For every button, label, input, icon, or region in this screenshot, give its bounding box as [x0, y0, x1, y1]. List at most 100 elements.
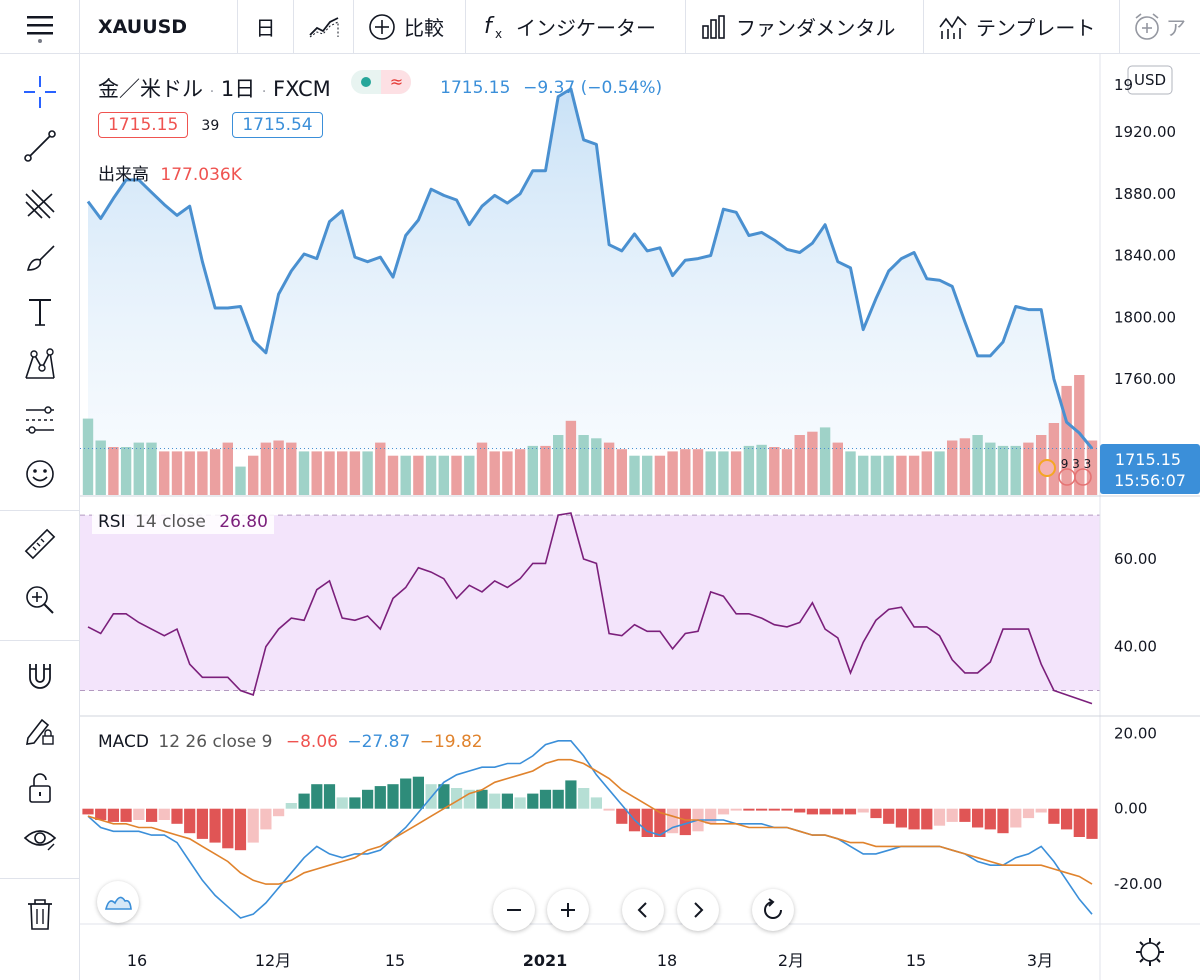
volume-bar [680, 449, 691, 495]
price-axis-partial-label: 19 [1114, 76, 1133, 94]
ruler-icon [24, 528, 56, 560]
go-to-realtime-button[interactable] [97, 881, 139, 923]
icons-tool[interactable] [14, 454, 66, 494]
volume-bar [464, 455, 475, 495]
templates-button[interactable]: テンプレート [924, 0, 1120, 53]
macd-histogram-bar [209, 808, 221, 843]
price-tick-label: 1760.00 [1114, 370, 1176, 388]
settings-button[interactable] [1136, 938, 1164, 966]
cloud-chart-icon [104, 896, 132, 910]
macd-histogram-bar [158, 808, 170, 820]
pitchfork-icon [25, 189, 55, 219]
volume-bar [413, 455, 424, 495]
magnet-tool[interactable] [14, 656, 66, 696]
plus-circle-icon [369, 13, 395, 40]
volume-bar [947, 440, 958, 495]
market-status-badge[interactable]: ≈ [351, 70, 412, 94]
alert-button[interactable]: ア [1120, 0, 1200, 53]
volume-bar [248, 455, 259, 495]
volume-bar [1048, 423, 1060, 495]
bid-ask-row: 1715.15 39 1715.54 [98, 112, 323, 138]
rsi-params: 14 close [135, 512, 206, 532]
macd-histogram-bar [565, 780, 577, 809]
volume-bar [1061, 385, 1072, 495]
text-tool[interactable] [14, 292, 66, 332]
rsi-name: RSI [98, 512, 126, 532]
volume-bar [807, 431, 818, 495]
lock-drawing-tool[interactable] [14, 710, 66, 750]
reset-chart-button[interactable] [752, 889, 794, 931]
macd-histogram-bar [781, 808, 793, 811]
volume-value: 177.036K [160, 165, 242, 185]
macd-histogram-bar [603, 808, 615, 811]
volume-bar [553, 435, 564, 495]
interval-button[interactable]: 日 [238, 0, 294, 53]
crosshair-icon [24, 76, 56, 108]
volume-bar [375, 442, 386, 495]
forecast-tool[interactable] [14, 400, 66, 440]
fundamentals-button[interactable]: ファンダメンタル [686, 0, 924, 53]
brush-tool[interactable] [14, 238, 66, 278]
remove-drawings-tool[interactable] [14, 894, 66, 934]
event-markers[interactable]: 9 3 3 [1038, 457, 1092, 486]
scroll-right-button[interactable] [677, 889, 719, 931]
measure-tool[interactable] [14, 524, 66, 564]
pitchfork-tool[interactable] [14, 184, 66, 224]
macd-histogram-bar [120, 808, 132, 822]
rsi-line [87, 512, 1093, 705]
macd-histogram-bar [870, 808, 882, 819]
macd-histogram-bar [794, 808, 806, 813]
macd-histogram-bar [1010, 808, 1022, 828]
zoom-out-button[interactable] [493, 889, 535, 931]
buy-price-button[interactable]: 1715.54 [232, 112, 323, 138]
volume-bar [120, 447, 132, 495]
chart-area[interactable]: USD 19 1715.15 15:56:07 9 3 3 1760.00180… [80, 54, 1200, 980]
unlock-icon [29, 773, 51, 803]
currency-text: USD [1134, 71, 1166, 89]
volume-bar [1023, 442, 1034, 495]
macd-name: MACD [98, 732, 149, 752]
chart-type-button[interactable] [294, 0, 354, 53]
pattern-tool[interactable] [14, 346, 66, 386]
trend-line-tool[interactable] [14, 126, 66, 166]
menu-button[interactable] [0, 0, 80, 53]
symbol-search-button[interactable]: XAUUSD [80, 0, 238, 53]
macd-histogram-bar [1086, 808, 1098, 839]
volume-bar [311, 451, 322, 495]
time-tick-label: 2021 [523, 951, 568, 970]
macd-histogram-bar [298, 793, 310, 809]
indicators-label: インジケーター [516, 16, 656, 40]
eye-icon [23, 830, 57, 851]
currency-label[interactable] [1127, 65, 1173, 95]
crosshair-tool[interactable] [14, 72, 66, 112]
macd-histogram-bar [730, 808, 742, 811]
macd-histogram-bar [463, 789, 475, 809]
brush-icon [26, 245, 55, 271]
toolbar-divider [0, 640, 80, 641]
price-area-fill [88, 88, 1092, 451]
macd-histogram-bar [946, 808, 958, 822]
magnet-icon [29, 664, 51, 689]
volume-bar [705, 451, 716, 495]
lock-all-tool[interactable] [14, 768, 66, 808]
zoom-in-button[interactable] [547, 889, 589, 931]
macd-histogram-bar [705, 808, 717, 824]
hide-drawings-tool[interactable] [14, 818, 66, 858]
volume-bar [921, 451, 932, 495]
macd-pane [82, 739, 1098, 919]
compare-button[interactable]: 比較 [354, 0, 466, 53]
macd-histogram-bar [1022, 808, 1035, 819]
event-icon [1074, 468, 1092, 486]
scroll-left-button[interactable] [622, 889, 664, 931]
volume-bar [832, 442, 843, 495]
sell-price-button[interactable]: 1715.15 [98, 112, 189, 138]
macd-histogram-bar [476, 789, 488, 809]
price-tick-label: 1880.00 [1114, 185, 1176, 203]
macd-histogram-bar [616, 808, 628, 824]
macd-histogram-bar [1073, 808, 1085, 837]
zoom-tool[interactable] [14, 580, 66, 620]
trash-icon [28, 899, 52, 930]
